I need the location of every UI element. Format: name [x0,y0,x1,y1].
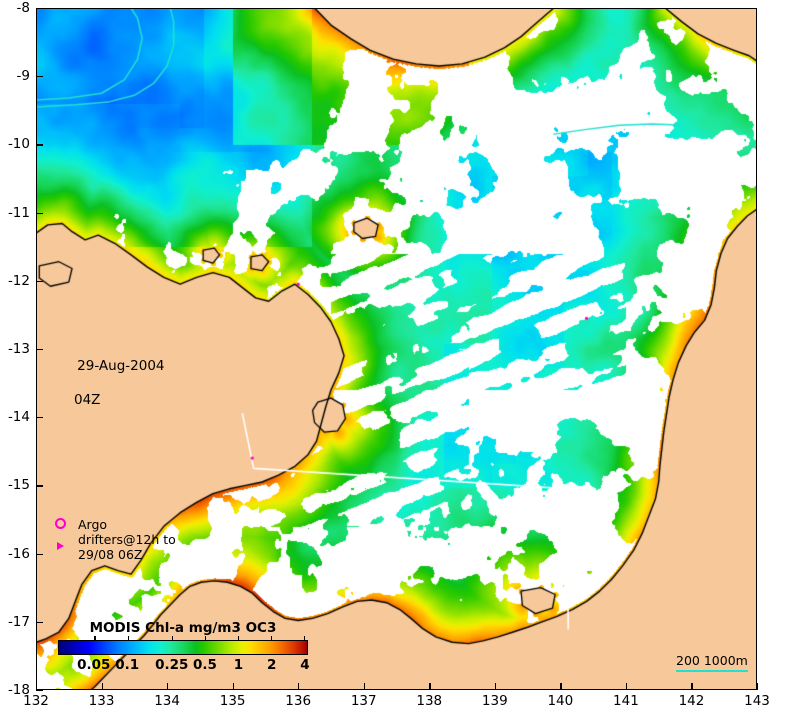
date-line-1: 29-Aug-2004 [77,358,165,374]
x-tick [429,683,431,690]
colorbar-tick-label: 4 [300,657,310,673]
x-tick [494,683,497,690]
y-tick [36,144,43,146]
chlorophyll-raster-canvas [36,8,757,690]
y-tick [36,690,43,692]
colorbar-title: MODIS Chl-a mg/m3 OC3 [89,620,277,636]
colorbar-tick-label: 0.1 [115,657,140,673]
x-tick-label: 133 [88,693,115,709]
y-tick-label: -9 [16,68,30,85]
x-tick-label: 139 [481,693,508,709]
colorbar: MODIS Chl-a mg/m3 OC3 0.05 0.1 0.25 0.5 1 2 4 [58,620,310,675]
y-tick-label: -14 [7,409,30,426]
colorbar-tick [127,636,129,641]
colorbar-tick-label: 0.25 [155,657,189,673]
y-tick [36,76,43,78]
depth-legend-line [676,670,748,672]
x-tick [757,683,759,690]
colorbar-gradient[interactable] [58,636,308,655]
y-tick-label: -10 [7,136,30,153]
x-tick [101,683,103,690]
y-tick-label: -13 [7,341,30,357]
colorbar-tick [238,636,240,641]
y-tick-label: -16 [7,545,30,562]
x-tick-label: 138 [416,693,443,709]
x-tick [232,683,234,690]
x-tick-label: 135 [219,693,246,709]
argo-legend-line-2: drifters@12h to [78,532,176,547]
x-tick [691,683,693,690]
y-tick [36,212,43,214]
colorbar-tick [94,636,96,641]
x-tick [167,683,169,690]
y-tick-label: -11 [7,204,30,221]
x-tick-label: 137 [350,693,377,709]
y-tick [36,349,43,351]
argo-legend-line-1: Argo [78,517,108,532]
y-tick-label: -17 [7,613,30,630]
x-tick-label: 141 [613,693,639,709]
y-tick-label: -8 [16,0,30,16]
x-tick-label: 134 [154,693,180,709]
x-tick [625,683,628,690]
y-tick-label: -18 [7,682,30,698]
colorbar-tick [304,636,306,641]
argo-legend-line-3: 29/08 06Z [78,547,143,562]
argo-circle-icon [55,518,66,529]
y-tick [36,8,43,10]
y-tick [36,485,43,487]
colorbar-tick-label: 1 [233,657,244,673]
x-tick-label: 140 [547,693,574,709]
y-tick [36,553,43,555]
colorbar-ticks [59,636,307,654]
map-plot-area[interactable] [36,8,757,690]
y-tick-label: -12 [7,272,30,289]
x-tick [298,683,300,690]
argo-arrow-icon [57,542,64,550]
colorbar-tick-label: 0.05 [77,657,111,673]
y-tick-label: -15 [7,477,30,494]
date-stamp: 29-Aug-2004 04Z [60,341,165,443]
colorbar-tick [271,636,273,641]
x-tick-label: 136 [285,693,312,709]
x-tick [36,683,38,690]
x-tick-label: 143 [744,693,770,709]
colorbar-tick [204,636,206,641]
x-tick-label: 142 [678,693,705,709]
x-tick-label: 132 [23,693,49,709]
colorbar-tick-label: 2 [267,657,277,673]
argo-drifter-legend: Argo drifters@12h to 29/08 06Z [53,517,203,562]
y-tick [36,621,43,624]
x-tick [363,683,366,690]
x-tick [560,683,562,690]
date-line-2: 04Z [74,392,101,408]
colorbar-tick-label: 0.5 [193,657,217,673]
y-tick [36,417,43,419]
depth-legend-label: 200 1000m [676,653,748,668]
bathymetry-depth-legend: 200 1000m [676,653,748,672]
colorbar-tick-labels: 0.05 0.1 0.25 0.5 1 2 4 [58,657,310,675]
colorbar-tick [171,636,174,641]
y-tick [36,280,43,283]
